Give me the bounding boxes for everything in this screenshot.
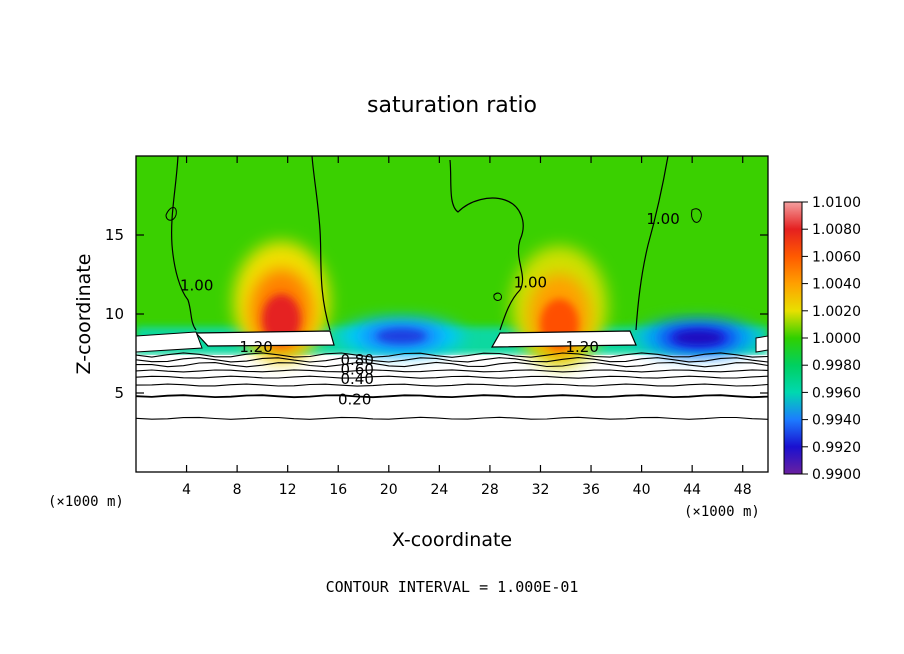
contour-label: 0.60 [340,360,373,378]
hotspot-core [376,328,427,344]
x-tick-label: 16 [329,482,347,498]
colorbar-tick-label: 1.0000 [812,331,861,347]
contour-line-1.00-c [449,159,524,331]
y-tick-label: 5 [114,384,124,402]
x-tick-label: 8 [233,482,242,498]
colorbar-tick-label: 1.0020 [812,304,861,320]
contour-small-ring-1 [165,207,177,221]
contour-small-ring-2 [691,208,702,223]
field-lower-subsaturated [136,355,768,472]
cloud-edge-right [755,335,768,353]
contour-label: 1.20 [239,338,272,356]
y-tick-label: 10 [105,305,124,323]
contour-small-ring-3 [493,292,502,301]
contour-labels: 1.00 1.20 0.800.600.40 0.20 1.00 1.20 1.00 [180,210,680,408]
contour-interval-note: CONTOUR INTERVAL = 1.000E-01 [326,578,579,596]
x-tick-label: 20 [380,482,398,498]
contour-line [136,357,768,363]
y-axis-label: Z-coordinate [73,254,95,375]
colorbar-ticks: 1.0100 1.0080 1.0060 1.0040 1.0020 1.0000 0.99… [802,195,861,483]
colorbar-tick-label: 0.9900 [812,467,861,483]
x-tick-label: 28 [481,482,499,498]
contour-label: 1.20 [565,338,598,356]
cloud-edge-left [136,331,203,353]
x-tick-label: 44 [683,482,701,498]
contour-label: 1.00 [514,273,547,291]
cloud-boundary-right [490,330,637,348]
colorbar-tick-label: 0.9920 [812,440,861,456]
y-axis-ticks: 5 10 15 [105,226,768,402]
colorbar-tick-label: 1.0100 [812,195,861,211]
x-tick-label: 36 [582,482,600,498]
colorbar-tick-label: 0.9960 [812,385,861,401]
contour-label: 0.80 [340,351,373,369]
contour-line [136,394,768,399]
x-tick-label: 12 [279,482,297,498]
x-unit-right: (×1000 m) [684,504,760,520]
contour-line [136,361,768,368]
colorbar-tick-label: 0.9940 [812,413,861,429]
contour-lines [136,352,768,420]
contour-label: 1.00 [646,210,679,228]
x-axis-label: X-coordinate [392,529,512,551]
colorbar-tick-label: 1.0040 [812,277,861,293]
x-tick-label: 48 [734,482,752,498]
cloud-boundary-left [194,330,335,347]
contour-line [136,375,768,379]
chart-title: saturation ratio [367,93,537,118]
contour-line [136,383,768,387]
contour-line-1.00-a [171,156,197,331]
field-upper-green [136,156,768,348]
contour-label: 1.00 [180,277,213,295]
x-tick-label: 4 [182,482,191,498]
colorbar-tick-label: 1.0080 [812,222,861,238]
x-unit-left: (×1000 m) [48,494,124,510]
contour-line-1.00-d [635,156,669,331]
x-tick-label: 40 [633,482,651,498]
x-tick-label: 24 [430,482,448,498]
contour-line [136,369,768,373]
colorbar: 1.0100 1.0080 1.0060 1.0040 1.0020 1.0000 0.99… [783,195,861,483]
colorbar-tick-label: 1.0060 [812,249,861,265]
contour-label: 0.40 [340,370,373,388]
colorbar-tick-label: 0.9980 [812,358,861,374]
x-tick-label: 32 [532,482,550,498]
contour-line-1.00-b [311,156,331,331]
y-tick-label: 15 [105,226,124,244]
hotspot-core [673,330,724,346]
contour-label: 0.20 [338,390,371,408]
contour-line [136,352,768,358]
x-axis-ticks: 4 8 12 16 20 24 28 32 36 40 44 48 [182,156,752,498]
colorbar-gradient [783,201,803,475]
plot-area [136,156,768,472]
contour-line [136,416,768,420]
